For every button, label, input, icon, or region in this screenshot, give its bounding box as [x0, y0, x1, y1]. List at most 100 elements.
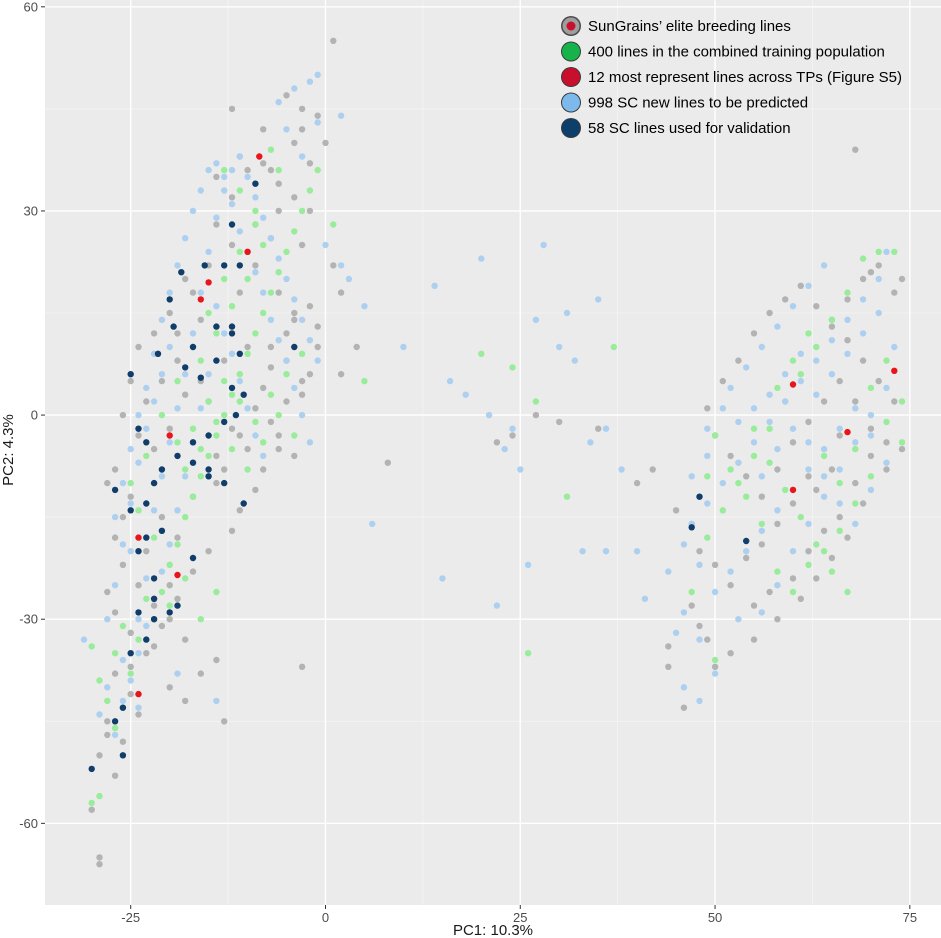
data-point	[166, 425, 173, 432]
data-point	[291, 194, 298, 201]
data-point	[556, 418, 563, 426]
data-point	[244, 350, 251, 357]
data-point	[680, 541, 688, 548]
data-point	[283, 357, 290, 364]
data-point	[143, 500, 150, 507]
data-point	[883, 357, 890, 364]
data-point	[867, 411, 875, 419]
data-point	[135, 616, 142, 623]
data-point	[80, 636, 88, 643]
data-point	[182, 235, 189, 242]
data-point	[891, 398, 898, 405]
data-point	[587, 439, 594, 446]
data-point	[735, 616, 742, 623]
data-point	[883, 466, 890, 473]
data-point	[252, 194, 259, 201]
data-point	[509, 432, 516, 439]
data-point	[150, 643, 158, 650]
data-point	[852, 479, 859, 487]
data-point	[252, 486, 259, 494]
data-point	[275, 445, 282, 453]
data-point	[174, 507, 181, 514]
legend-label: 12 most represent lines across TPs (Figu…	[588, 69, 902, 86]
data-point	[135, 690, 142, 698]
data-point	[127, 629, 134, 636]
data-point	[828, 554, 836, 562]
data-point	[805, 561, 812, 568]
data-point	[883, 439, 890, 446]
data-point	[182, 275, 189, 283]
data-point	[143, 452, 150, 460]
data-point	[252, 269, 259, 276]
data-point	[828, 466, 836, 473]
data-point	[891, 289, 898, 296]
data-point	[174, 595, 181, 602]
data-point	[182, 364, 189, 371]
data-point	[314, 323, 321, 330]
data-point	[228, 166, 236, 174]
data-point	[727, 650, 734, 657]
data-point	[688, 588, 695, 596]
data-point	[213, 173, 220, 181]
data-point	[828, 316, 836, 323]
data-point	[867, 384, 875, 392]
data-point	[189, 289, 197, 296]
data-point	[174, 330, 181, 337]
data-point	[859, 275, 867, 283]
data-point	[236, 262, 243, 269]
data-point	[696, 493, 703, 500]
data-point	[189, 343, 197, 351]
data-point	[127, 479, 134, 487]
data-point	[182, 636, 189, 643]
data-point	[291, 85, 298, 92]
data-point	[501, 445, 508, 453]
data-point	[774, 507, 781, 514]
data-point	[859, 296, 867, 303]
data-point	[306, 303, 314, 310]
data-point	[221, 262, 228, 269]
data-point	[298, 316, 306, 323]
data-point	[711, 561, 719, 568]
data-point	[696, 561, 703, 568]
data-point	[852, 146, 859, 153]
data-point	[260, 160, 267, 167]
data-point	[758, 541, 765, 548]
data-point	[158, 527, 166, 534]
data-point	[704, 500, 711, 507]
data-point	[275, 432, 282, 439]
data-point	[820, 493, 828, 500]
data-point	[828, 568, 836, 575]
data-point	[111, 486, 119, 494]
data-point	[844, 289, 851, 296]
data-point	[361, 377, 368, 385]
data-point	[228, 350, 236, 357]
data-point	[836, 425, 843, 432]
data-point	[221, 411, 228, 419]
data-point	[111, 731, 119, 739]
data-point	[88, 799, 95, 807]
legend-item: SunGrains’ elite breeding lines	[561, 16, 791, 36]
data-point	[252, 432, 259, 439]
data-point	[891, 343, 898, 351]
data-point	[150, 602, 158, 609]
data-point	[813, 541, 820, 548]
data-point	[291, 139, 298, 147]
data-point	[337, 262, 345, 269]
data-point	[127, 548, 134, 555]
data-point	[150, 398, 158, 405]
data-point	[267, 364, 275, 371]
data-point	[205, 432, 212, 439]
data-point	[267, 166, 275, 174]
data-point	[275, 411, 282, 419]
data-point	[743, 493, 750, 500]
data-point	[267, 418, 275, 426]
data-point	[813, 343, 820, 351]
data-point	[267, 235, 275, 242]
data-point	[852, 398, 859, 405]
data-point	[524, 650, 532, 657]
data-point	[104, 684, 111, 691]
data-point	[774, 445, 781, 453]
data-point	[735, 357, 742, 364]
data-point	[119, 479, 127, 487]
data-point	[774, 466, 781, 473]
